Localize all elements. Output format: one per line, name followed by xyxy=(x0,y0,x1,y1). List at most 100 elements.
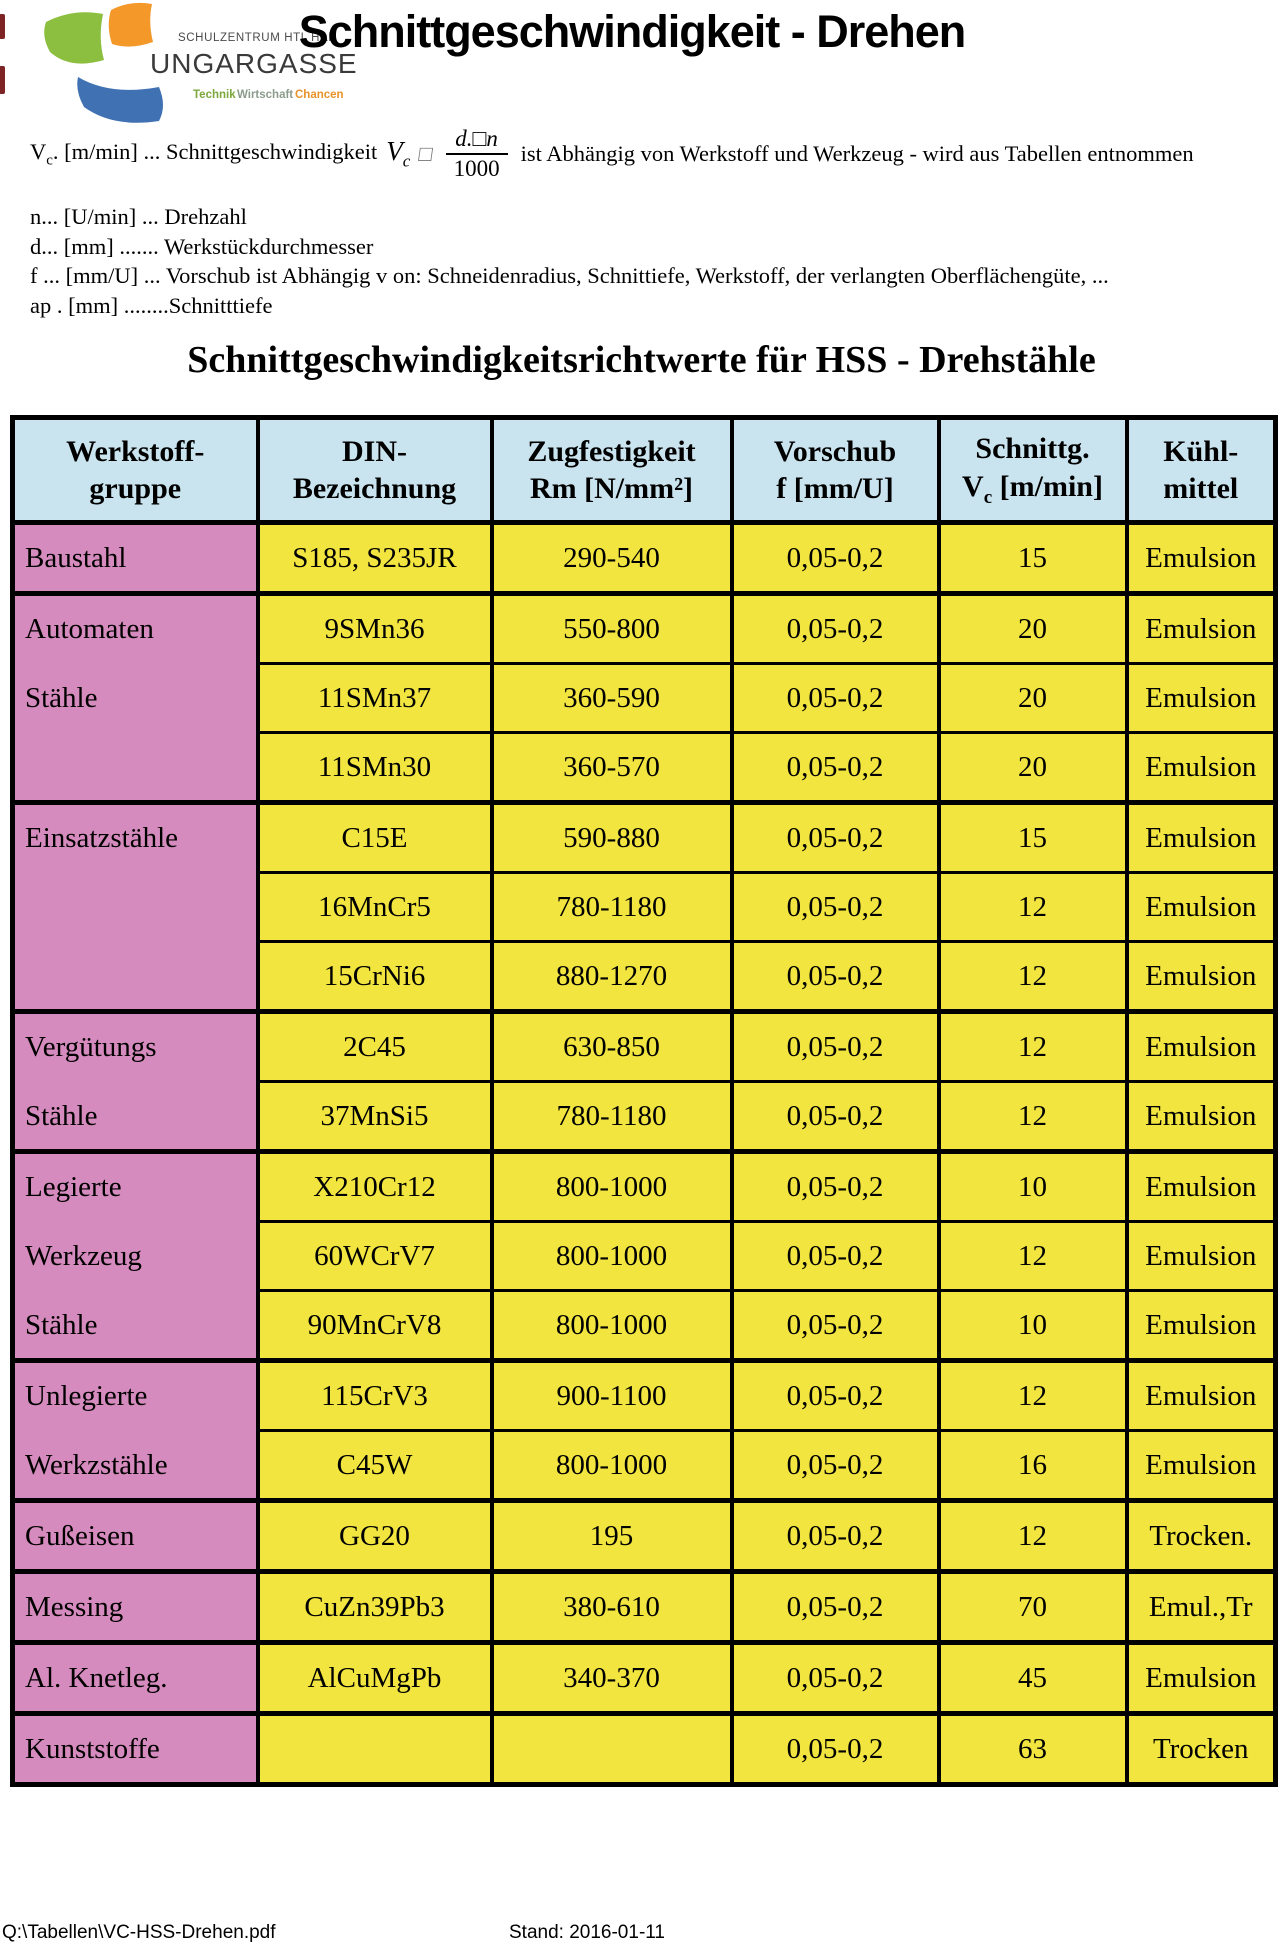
cell-din-bezeichnung: S185, S235JR xyxy=(255,520,492,594)
logo-name: UNGARGASSE xyxy=(150,48,358,79)
cell-kuehlmittel: Trocken. xyxy=(1124,1498,1276,1572)
cell-kuehlmittel: Emulsion xyxy=(1124,871,1276,942)
cell-din-bezeichnung xyxy=(255,1711,492,1785)
cell-zugfestigkeit: 360-590 xyxy=(489,662,732,733)
cell-din-bezeichnung: 115CrV3 xyxy=(255,1358,492,1431)
cell-schnittgeschwindigkeit: 20 xyxy=(936,731,1127,803)
cell-kuehlmittel: Trocken xyxy=(1124,1711,1276,1785)
cell-vorschub: 0,05-0,2 xyxy=(729,1640,939,1714)
vc-term: Vc. [m/min] ... Schnittgeschwindigkeit xyxy=(30,138,378,169)
cell-vorschub: 0,05-0,2 xyxy=(729,1149,939,1222)
cell-vorschub: 0,05-0,2 xyxy=(729,1220,939,1291)
formula-fraction: d.□n 1000 xyxy=(445,125,508,181)
cell-vorschub: 0,05-0,2 xyxy=(729,1289,939,1361)
table-row: Automaten 9SMn36 550-800 0,05-0,2 20 Emulsion xyxy=(10,591,1276,664)
cell-werkstoffgruppe: Werkzstähle xyxy=(10,1429,258,1501)
cell-zugfestigkeit: 360-570 xyxy=(489,731,732,803)
footer-file-path: Q:\Tabellen\VC-HSS-Drehen.pdf xyxy=(2,1922,276,1943)
logo-tagline-word: Wirtschaft xyxy=(237,89,293,101)
cell-zugfestigkeit: 590-880 xyxy=(489,800,732,873)
cell-din-bezeichnung: 2C45 xyxy=(255,1009,492,1082)
cell-din-bezeichnung: GG20 xyxy=(255,1498,492,1572)
cell-werkstoffgruppe xyxy=(10,940,258,1012)
table-row: Stähle 37MnSi5 780-1180 0,05-0,2 12 Emulsion xyxy=(10,1080,1276,1152)
table-body: Baustahl S185, S235JR 290-540 0,05-0,2 15 Emu… xyxy=(10,520,1276,1785)
table-row: Kunststoffe 0,05-0,2 63 Trocken xyxy=(10,1711,1276,1785)
scan-artifact xyxy=(0,66,5,94)
logo-tagline-word: Technik xyxy=(193,89,236,101)
cell-din-bezeichnung: AlCuMgPb xyxy=(255,1640,492,1714)
cell-kuehlmittel: Emulsion xyxy=(1124,662,1276,733)
col-header-schnittgeschwindigkeit: Schnittg. Vc [m/min] xyxy=(936,417,1127,523)
cell-kuehlmittel: Emulsion xyxy=(1124,731,1276,803)
cell-werkstoffgruppe: Gußeisen xyxy=(10,1498,258,1572)
cell-kuehlmittel: Emulsion xyxy=(1124,1080,1276,1152)
definition-line-f: f ... [mm/U] ... Vorschub ist Abhängig v… xyxy=(30,263,1109,288)
cell-kuehlmittel: Emulsion xyxy=(1124,1289,1276,1361)
cell-schnittgeschwindigkeit: 70 xyxy=(936,1569,1127,1643)
cell-vorschub: 0,05-0,2 xyxy=(729,1569,939,1643)
cell-schnittgeschwindigkeit: 12 xyxy=(936,940,1127,1012)
cell-din-bezeichnung: X210Cr12 xyxy=(255,1149,492,1222)
cell-zugfestigkeit: 380-610 xyxy=(489,1569,732,1643)
cell-kuehlmittel: Emulsion xyxy=(1124,1149,1276,1222)
cell-din-bezeichnung: 11SMn30 xyxy=(255,731,492,803)
fraction-numerator: d.□n xyxy=(455,125,498,151)
cell-schnittgeschwindigkeit: 15 xyxy=(936,520,1127,594)
cell-schnittgeschwindigkeit: 12 xyxy=(936,1358,1127,1431)
definitions-block: Vc. [m/min] ... Schnittgeschwindigkeit V… xyxy=(30,118,1270,317)
cell-werkstoffgruppe: Vergütungs xyxy=(10,1009,258,1082)
cutting-speed-table: Werkstoff-gruppe DIN- Bezeichnung Zugfestig… xyxy=(10,415,1278,1787)
table-row: Gußeisen GG20 195 0,05-0,2 12 Trocken. xyxy=(10,1498,1276,1572)
table-row: 11SMn30 360-570 0,05-0,2 20 Emulsion xyxy=(10,731,1276,803)
cell-zugfestigkeit: 880-1270 xyxy=(489,940,732,1012)
definition-line-ap: ap . [mm] ........Schnitttiefe xyxy=(30,292,273,318)
cell-schnittgeschwindigkeit: 12 xyxy=(936,1009,1127,1082)
cell-zugfestigkeit: 800-1000 xyxy=(489,1289,732,1361)
cell-vorschub: 0,05-0,2 xyxy=(729,520,939,594)
scan-artifact xyxy=(0,14,5,39)
logo-top-text: SCHULZENTRUM HTL HAK xyxy=(178,32,337,44)
cell-werkstoffgruppe: Kunststoffe xyxy=(10,1711,258,1785)
logo-petal-green-icon xyxy=(44,12,104,64)
cell-vorschub: 0,05-0,2 xyxy=(729,591,939,664)
cell-din-bezeichnung: 15CrNi6 xyxy=(255,940,492,1012)
cell-din-bezeichnung: 11SMn37 xyxy=(255,662,492,733)
col-header-vorschub: Vorschub f [mm/U] xyxy=(729,417,939,523)
table-row: 16MnCr5 780-1180 0,05-0,2 12 Emulsion xyxy=(10,871,1276,942)
cell-vorschub: 0,05-0,2 xyxy=(729,800,939,873)
table-row: Einsatzstähle C15E 590-880 0,05-0,2 15 Emulsi… xyxy=(10,800,1276,873)
table-title: Schnittgeschwindigkeitsrichtwerte für HS… xyxy=(187,339,1096,381)
cell-din-bezeichnung: 16MnCr5 xyxy=(255,871,492,942)
vc-description: ist Abhängig von Werkstoff und Werkzeug … xyxy=(520,141,1194,166)
cell-kuehlmittel: Emulsion xyxy=(1124,520,1276,594)
definition-line-d: d... [mm] ....... Werkstückdurchmesser xyxy=(30,233,374,259)
table-row: Unlegierte 115CrV3 900-1100 0,05-0,2 12 Emuls… xyxy=(10,1358,1276,1431)
table-row: Al. Knetleg. AlCuMgPb 340-370 0,05-0,2 45 Emu… xyxy=(10,1640,1276,1714)
cell-zugfestigkeit xyxy=(489,1711,732,1785)
cell-vorschub: 0,05-0,2 xyxy=(729,1080,939,1152)
cell-schnittgeschwindigkeit: 12 xyxy=(936,1220,1127,1291)
table-row: Werkzstähle C45W 800-1000 0,05-0,2 16 Emulsio… xyxy=(10,1429,1276,1501)
cell-din-bezeichnung: C45W xyxy=(255,1429,492,1501)
cell-werkstoffgruppe: Stähle xyxy=(10,1080,258,1152)
cell-kuehlmittel: Emulsion xyxy=(1124,591,1276,664)
cell-kuehlmittel: Emulsion xyxy=(1124,1358,1276,1431)
logo-tagline-word: Chancen xyxy=(295,89,344,101)
cell-schnittgeschwindigkeit: 12 xyxy=(936,871,1127,942)
cell-zugfestigkeit: 550-800 xyxy=(489,591,732,664)
table-row: Baustahl S185, S235JR 290-540 0,05-0,2 15 Emu… xyxy=(10,520,1276,594)
col-header-werkstoffgruppe: Werkstoff-gruppe xyxy=(10,417,258,523)
cell-vorschub: 0,05-0,2 xyxy=(729,871,939,942)
cell-schnittgeschwindigkeit: 16 xyxy=(936,1429,1127,1501)
cell-kuehlmittel: Emul.,Tr xyxy=(1124,1569,1276,1643)
cell-zugfestigkeit: 340-370 xyxy=(489,1640,732,1714)
cell-schnittgeschwindigkeit: 20 xyxy=(936,591,1127,664)
col-header-kuehlmittel: Kühl-mittel xyxy=(1124,417,1276,523)
cell-werkstoffgruppe: Automaten xyxy=(10,591,258,664)
cell-werkstoffgruppe: Einsatzstähle xyxy=(10,800,258,873)
cell-din-bezeichnung: 37MnSi5 xyxy=(255,1080,492,1152)
cell-werkstoffgruppe: Stähle xyxy=(10,662,258,733)
cell-werkstoffgruppe xyxy=(10,871,258,942)
